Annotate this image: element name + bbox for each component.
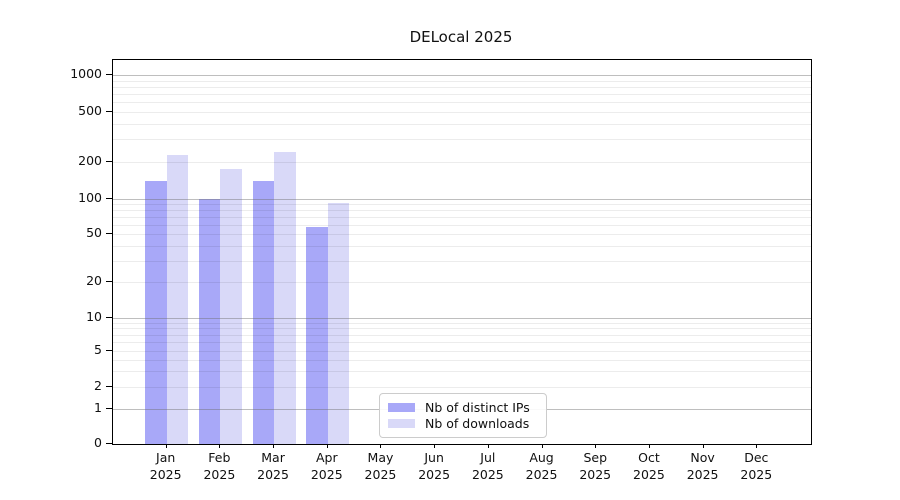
x-tick-label-jul: Jul 2025	[471, 450, 504, 482]
gridline-600	[113, 102, 811, 103]
gridline-30	[113, 261, 811, 262]
gridline-70	[113, 217, 811, 218]
legend-swatch-distinct-ips	[388, 403, 415, 412]
gridline-700	[113, 94, 811, 95]
gridline-800	[113, 87, 811, 88]
y-tick-label-20: 20	[86, 273, 102, 288]
x-tick-oct	[648, 444, 650, 448]
gridline-60	[113, 225, 811, 226]
bar-downloads-mar	[274, 151, 296, 444]
gridline-100	[113, 199, 811, 200]
x-tick-apr	[326, 444, 328, 448]
legend: Nb of distinct IPs Nb of downloads	[379, 393, 547, 438]
x-tick-label-nov: Nov 2025	[686, 450, 719, 482]
bar-distinct-ips-apr	[306, 226, 328, 444]
chart-title: DELocal 2025	[409, 28, 513, 46]
plot-area	[112, 59, 812, 445]
x-tick-jan	[165, 444, 167, 448]
y-tick-50	[106, 233, 112, 234]
x-tick-label-jun: Jun 2025	[418, 450, 451, 482]
gridline-500	[113, 112, 811, 113]
x-tick-may	[380, 444, 382, 448]
y-tick-label-500: 500	[78, 102, 102, 118]
x-tick-feb	[219, 444, 221, 448]
y-tick-20	[106, 281, 112, 282]
x-tick-label-may: May 2025	[364, 450, 397, 482]
gridline-20	[113, 282, 811, 283]
y-tick-label-1: 1	[94, 400, 102, 415]
x-tick-label-jan: Jan 2025	[149, 450, 182, 482]
bar-downloads-apr	[327, 203, 350, 444]
bar-distinct-ips-jan	[145, 180, 167, 444]
bar-distinct-ips-feb	[198, 199, 221, 444]
x-tick-label-feb: Feb 2025	[203, 450, 236, 482]
y-tick-label-10: 10	[86, 308, 102, 324]
gridline-1000	[113, 75, 811, 76]
gridline-2	[113, 387, 811, 388]
y-tick-200	[106, 160, 112, 162]
x-tick-label-mar: Mar 2025	[257, 450, 289, 482]
gridline-6	[113, 342, 811, 343]
legend-item-distinct-ips: Nb of distinct IPs	[388, 400, 538, 415]
x-tick-aug	[541, 444, 543, 448]
x-tick-jun	[434, 444, 436, 448]
x-tick-label-sep: Sep 2025	[579, 450, 612, 482]
gridline-900	[113, 81, 811, 82]
y-tick-label-0: 0	[94, 435, 102, 450]
y-tick-0	[106, 443, 112, 444]
y-tick-label-50: 50	[86, 225, 102, 240]
gridline-10	[113, 318, 811, 319]
legend-label-distinct-ips: Nb of distinct IPs	[425, 400, 530, 415]
gridline-5	[113, 351, 811, 352]
legend-label-downloads: Nb of downloads	[425, 416, 530, 431]
gridline-9	[113, 323, 811, 324]
y-tick-label-100: 100	[78, 190, 102, 205]
gridline-200	[113, 162, 811, 163]
gridline-50	[113, 234, 811, 235]
y-tick-100	[106, 198, 112, 199]
bar-downloads-feb	[220, 169, 242, 444]
gridline-400	[113, 124, 811, 125]
x-tick-mar	[273, 444, 275, 448]
gridline-7	[113, 335, 811, 336]
y-tick-1	[106, 408, 112, 409]
y-tick-500	[106, 110, 112, 112]
x-tick-label-dec: Dec 2025	[740, 450, 773, 482]
x-tick-dec	[756, 444, 758, 448]
x-tick-jul	[487, 444, 489, 448]
y-tick-10	[106, 316, 112, 318]
x-tick-sep	[595, 444, 597, 448]
gridline-8	[113, 328, 811, 329]
y-tick-5	[106, 350, 112, 351]
gridline-300	[113, 139, 811, 140]
x-tick-label-aug: Aug 2025	[525, 450, 558, 482]
bar-downloads-jan	[166, 155, 189, 444]
x-tick-nov	[702, 444, 704, 448]
gridline-40	[113, 246, 811, 247]
legend-swatch-downloads	[388, 419, 415, 428]
legend-item-downloads: Nb of downloads	[388, 416, 538, 431]
y-tick-label-5: 5	[94, 342, 102, 357]
x-tick-label-oct: Oct 2025	[633, 450, 665, 482]
y-tick-1000	[106, 74, 112, 75]
y-tick-label-200: 200	[78, 152, 102, 168]
y-tick-label-1000: 1000	[70, 66, 102, 81]
y-tick-label-2: 2	[94, 377, 102, 393]
gridline-4	[113, 360, 811, 361]
gridline-90	[113, 204, 811, 205]
bar-distinct-ips-mar	[252, 180, 275, 444]
y-tick-2	[106, 385, 112, 387]
gridline-80	[113, 210, 811, 211]
gridline-3	[113, 371, 811, 372]
x-tick-label-apr: Apr 2025	[310, 450, 343, 482]
